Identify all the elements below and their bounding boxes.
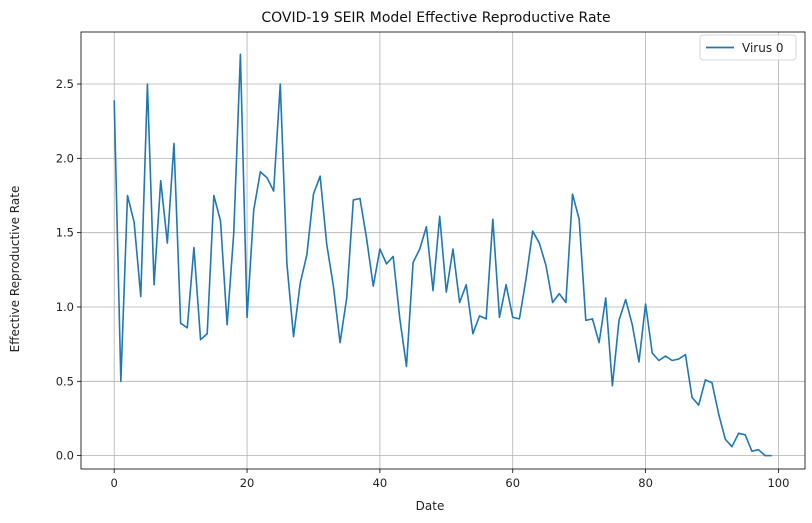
series-line-virus-0	[113, 53, 772, 457]
y-tick-label: 1.0	[56, 300, 74, 314]
legend: Virus 0	[699, 34, 797, 61]
axis-ticks: 0 20 40 60 80 100 0.0 0.5 1.0 1.5 2.0 2.5	[56, 77, 790, 490]
y-tick-label: 0.5	[56, 374, 74, 388]
legend-box	[699, 34, 797, 61]
x-tick-label: 100	[767, 476, 789, 490]
legend-label-virus-0: Virus 0	[742, 41, 784, 55]
y-axis-label: Effective Reproductive Rate	[8, 186, 22, 353]
plot-area	[80, 31, 806, 470]
chart-title: COVID-19 SEIR Model Effective Reproducti…	[261, 10, 610, 26]
series-layer	[113, 53, 772, 457]
x-tick-label: 80	[638, 476, 653, 490]
y-tick-label: 1.5	[56, 226, 74, 240]
x-tick-label: 20	[240, 476, 255, 490]
x-tick-label: 60	[505, 476, 520, 490]
y-tick-label: 2.5	[56, 77, 74, 91]
x-tick-label: 40	[373, 476, 388, 490]
x-axis-label: Date	[416, 499, 445, 513]
y-tick-label: 0.0	[56, 449, 74, 463]
grid	[81, 32, 805, 469]
y-tick-label: 2.0	[56, 151, 74, 165]
x-tick-label: 0	[111, 476, 118, 490]
